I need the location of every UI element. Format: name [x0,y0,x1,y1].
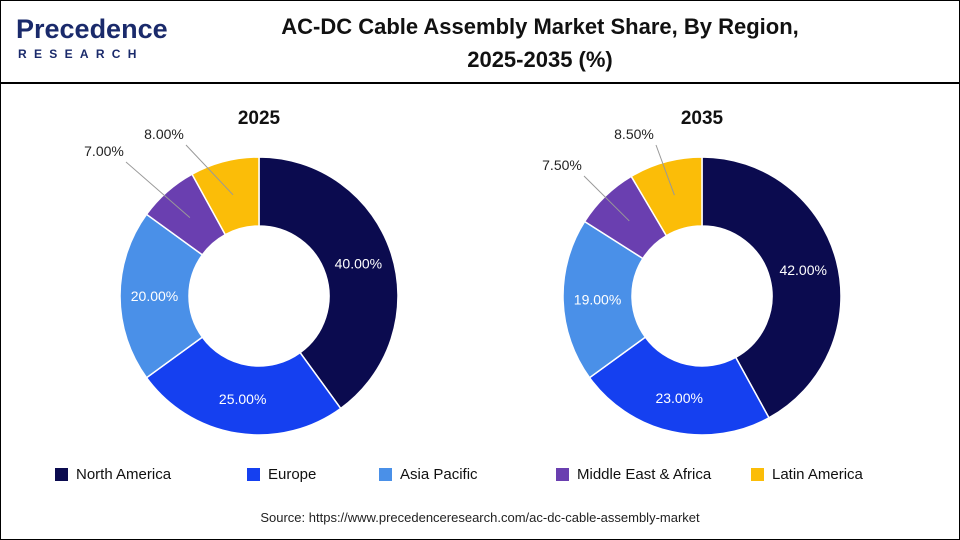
chart-title-line-2: 2025-2035 (%) [467,47,613,72]
chart-title-line-1: AC-DC Cable Assembly Market Share, By Re… [281,14,799,39]
donut-slice-2035-latin-america [630,156,703,237]
leader-line-2035-latin-america [655,144,675,196]
data-label-2035-latin-america: 8.50% [614,126,654,142]
legend-label: Europe [268,465,317,483]
donut-slice-2025-north-america [258,156,399,410]
leader-line-2025-middle-east-africa [125,161,191,218]
data-label-2025-middle-east-africa: 7.00% [84,143,124,159]
legend-item-middle-east-africa: Middle East & Africa [556,464,711,484]
chart-title-2025: 2025 [238,108,281,129]
legend-label: Middle East & Africa [577,465,712,483]
brand-logo: Precedence RESEARCH [16,14,168,66]
data-label-2035-north-america: 42.00% [779,262,826,278]
legend-label: Asia Pacific [400,465,478,483]
donut-slice-2025-europe [145,336,342,436]
legend-item-asia-pacific: Asia Pacific [379,464,478,484]
leader-line-2035-middle-east-africa [583,175,630,222]
donut-slice-2035-asia-pacific [562,220,647,379]
data-label-2035-asia-pacific: 19.00% [574,291,621,307]
header: Precedence RESEARCH AC-DC Cable Assembly… [0,0,960,84]
data-label-2025-asia-pacific: 20.00% [131,288,178,304]
leader-line-2025-latin-america [185,144,234,196]
donut-slice-2035-north-america [701,156,842,419]
data-label-2025-latin-america: 8.00% [144,126,184,142]
donut-slice-2025-asia-pacific [119,213,204,379]
brand-sub: RESEARCH [18,47,144,61]
legend-swatch [751,467,764,481]
legend-label: North America [76,465,172,483]
legend-label: Latin America [772,465,863,483]
legend-item-latin-america: Latin America [751,464,863,484]
legend-swatch [379,467,392,481]
legend-item-north-america: North America [55,464,171,484]
legend: North America Europe Asia Pacific Middle Ea… [0,464,960,486]
donut-charts: 2025 40.00% 25.00% 20.00% 7.00% 8.00% 2035 42.0… [84,108,842,436]
data-label-2035-middle-east-africa: 7.50% [542,157,582,173]
legend-item-europe: Europe [247,464,316,484]
data-label-2025-north-america: 40.00% [335,256,382,272]
chart-title: AC-DC Cable Assembly Market Share, By Re… [230,10,850,76]
legend-swatch [247,467,260,481]
legend-swatch [55,467,68,481]
data-label-2035-europe: 23.00% [655,390,702,406]
donut-slice-2025-latin-america [191,156,260,236]
chart-title-2035: 2035 [681,108,724,129]
data-label-2025-europe: 25.00% [219,391,266,407]
legend-swatch [556,467,569,481]
source-note: Source: https://www.precedenceresearch.c… [260,510,700,525]
brand-name: Precedence [16,14,168,44]
donut-slice-2035-europe [588,336,770,436]
